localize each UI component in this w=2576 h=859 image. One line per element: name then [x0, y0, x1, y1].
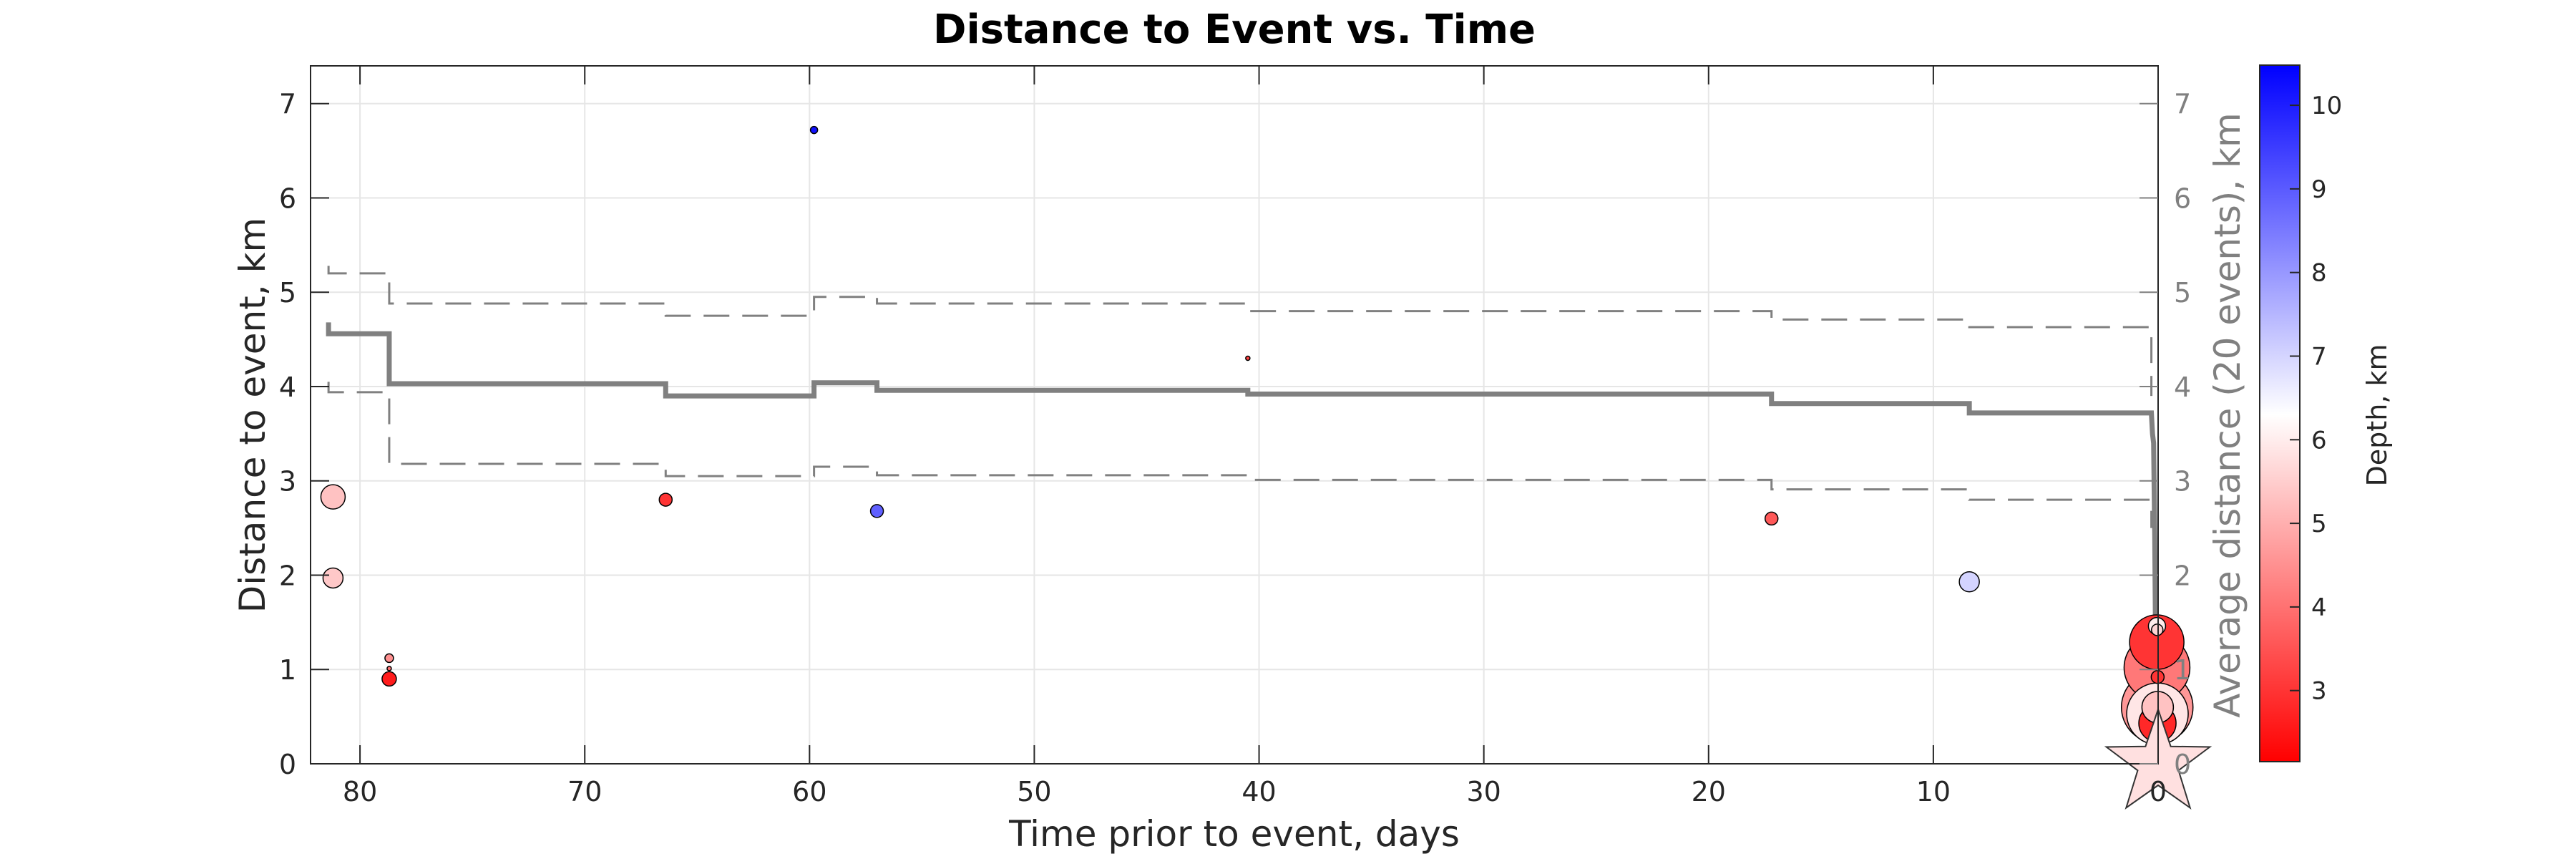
y-right-tick-label: 5: [2174, 277, 2191, 309]
x-tick-label: 0: [2150, 776, 2167, 807]
event-marker: [386, 666, 392, 671]
y-tick-label: 7: [279, 89, 296, 120]
y-tick-label: 0: [279, 749, 296, 780]
colorbar-tick-label: 6: [2311, 426, 2327, 455]
x-tick-label: 30: [1466, 776, 1501, 807]
colorbar-tick-label: 4: [2311, 593, 2327, 622]
y-tick-label: 6: [279, 183, 296, 214]
y-right-tick-label: 3: [2174, 466, 2191, 498]
colorbar-tick-label: 7: [2311, 342, 2327, 371]
x-tick-label: 80: [343, 776, 377, 807]
series-mean-line: [326, 322, 2158, 727]
y-right-tick-label: 4: [2174, 372, 2191, 403]
y-right-tick-label: 6: [2174, 183, 2191, 214]
y-right-tick-label: 0: [2174, 749, 2191, 780]
plot-area: [311, 66, 2158, 764]
event-marker: [320, 484, 346, 510]
colorbar-tick-label: 8: [2311, 259, 2327, 288]
y-right-tick-label: 1: [2174, 654, 2191, 686]
colorbar-tick-label: 9: [2311, 175, 2327, 204]
event-marker: [1764, 511, 1779, 526]
colorbar-tick-label: 5: [2311, 510, 2327, 538]
y-tick-label: 1: [279, 654, 296, 686]
event-marker: [384, 653, 394, 664]
colorbar-tick-label: 10: [2311, 92, 2342, 120]
y-tick-label: 5: [279, 277, 296, 309]
x-tick-label: 50: [1017, 776, 1051, 807]
y-right-tick-label: 7: [2174, 89, 2191, 120]
axes-box: [310, 65, 2159, 765]
event-marker: [381, 671, 397, 687]
x-tick-label: 20: [1692, 776, 1726, 807]
event-marker: [2150, 623, 2164, 636]
event-marker: [1958, 571, 1980, 593]
colorbar-label: Depth, km: [2361, 344, 2393, 487]
y-tick-label: 3: [279, 466, 296, 498]
colorbar: [2259, 64, 2301, 762]
x-tick-label: 40: [1241, 776, 1276, 807]
y-right-tick-label: 2: [2174, 560, 2191, 591]
event-marker: [322, 567, 344, 589]
x-tick-label: 60: [792, 776, 826, 807]
y-tick-label: 4: [279, 372, 296, 403]
x-axis-label: Time prior to event, days: [1008, 813, 1460, 855]
event-marker: [809, 125, 819, 135]
x-tick-label: 10: [1916, 776, 1951, 807]
colorbar-tick-label: 3: [2311, 677, 2327, 706]
y-axis-label: Distance to event, km: [232, 218, 273, 613]
x-tick-label: 70: [567, 776, 602, 807]
average-lines: [326, 266, 2158, 727]
y-right-axis-label: Average distance (20 events), km: [2207, 112, 2248, 717]
event-marker: [869, 504, 884, 518]
y-tick-label: 2: [279, 560, 296, 591]
event-marker: [658, 492, 673, 507]
colorbar-ticks: 3 4 5 6 7 8 9 10: [2290, 92, 2342, 706]
event-marker: [1245, 355, 1251, 361]
chart-title: Distance to Event vs. Time: [933, 6, 1536, 53]
